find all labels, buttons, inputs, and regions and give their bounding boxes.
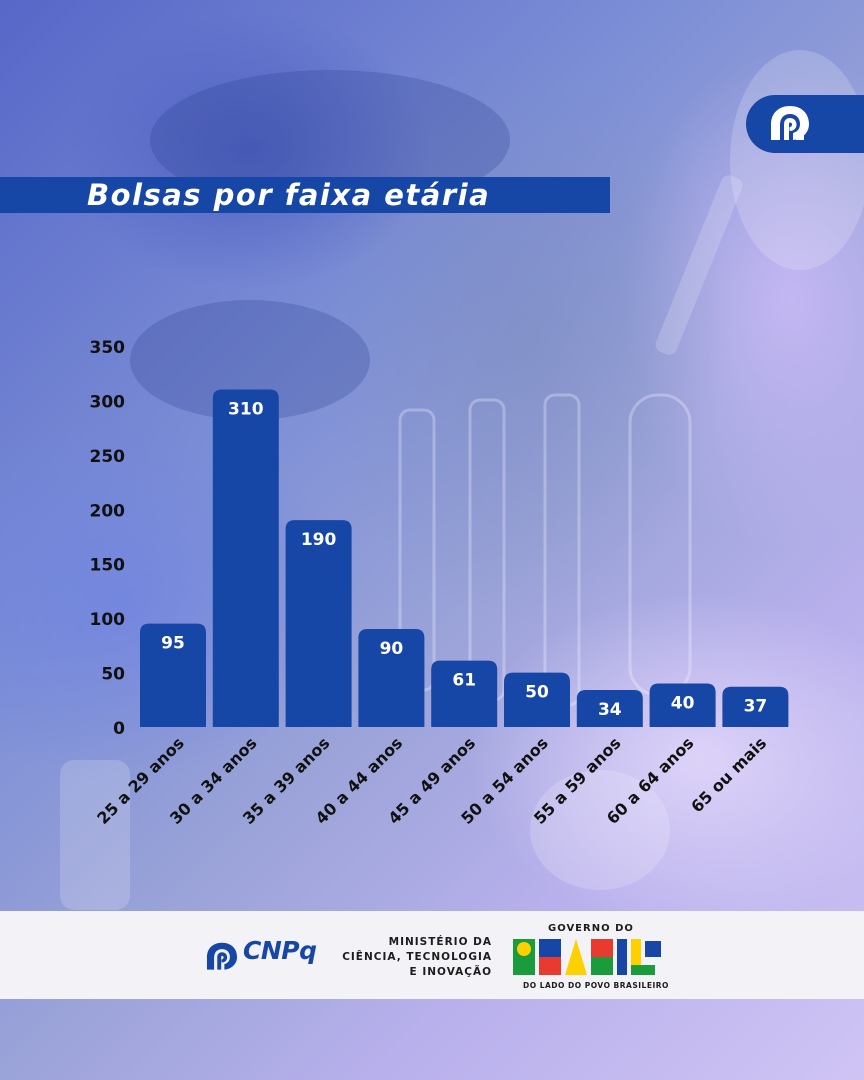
government-label: GOVERNO DO <box>548 923 634 934</box>
ministry-line: CIÊNCIA, TECNOLOGIA <box>342 951 492 963</box>
bar-value-label: 90 <box>380 639 404 659</box>
footer-logo-strip: CNPq MINISTÉRIO DA CIÊNCIA, TECNOLOGIA E… <box>0 911 864 999</box>
bar-value-label: 40 <box>671 693 695 713</box>
y-tick-label: 200 <box>90 501 126 521</box>
government-slogan: DO LADO DO POVO BRASILEIRO <box>523 981 669 990</box>
bar-value-label: 37 <box>744 697 768 717</box>
bar <box>285 520 352 727</box>
y-tick-label: 100 <box>90 610 126 630</box>
cnpq-wordmark: CNPq <box>243 936 317 965</box>
bar <box>431 660 498 727</box>
bar <box>212 389 279 727</box>
bar-value-label: 61 <box>452 671 476 691</box>
bar <box>504 672 570 727</box>
cnpq-logo: CNPq <box>203 933 328 977</box>
y-tick-label: 50 <box>101 665 125 685</box>
y-tick-label: 150 <box>90 556 126 576</box>
ministry-line: MINISTÉRIO DA <box>388 936 492 948</box>
x-tick-label: 65 ou mais <box>687 733 770 816</box>
bar <box>576 689 643 727</box>
bar-value-label: 190 <box>301 530 337 550</box>
ministry-logo: MINISTÉRIO DA CIÊNCIA, TECNOLOGIA E INOV… <box>336 935 492 980</box>
title-bar: Bolsas por faixa etária <box>0 177 610 213</box>
top-logo-tab <box>746 95 864 153</box>
bar <box>358 629 425 727</box>
bar-value-label: 50 <box>525 683 549 703</box>
bar <box>649 683 716 727</box>
bar-value-label: 34 <box>598 700 622 720</box>
cnpq-logo-icon <box>206 942 238 970</box>
bar-value-label: 310 <box>228 400 264 420</box>
y-tick-label: 350 <box>90 338 126 358</box>
y-tick-label: 0 <box>113 719 125 739</box>
bar <box>140 623 206 727</box>
bar <box>722 686 789 727</box>
bar-value-label: 95 <box>161 634 185 654</box>
y-tick-label: 250 <box>90 447 126 467</box>
page-title: Bolsas por faixa etária <box>87 178 491 212</box>
brasil-wordmark-logo <box>513 939 661 975</box>
y-tick-label: 300 <box>90 392 126 412</box>
ministry-line: E INOVAÇÃO <box>409 966 492 978</box>
cnpq-logo-icon <box>771 106 809 140</box>
